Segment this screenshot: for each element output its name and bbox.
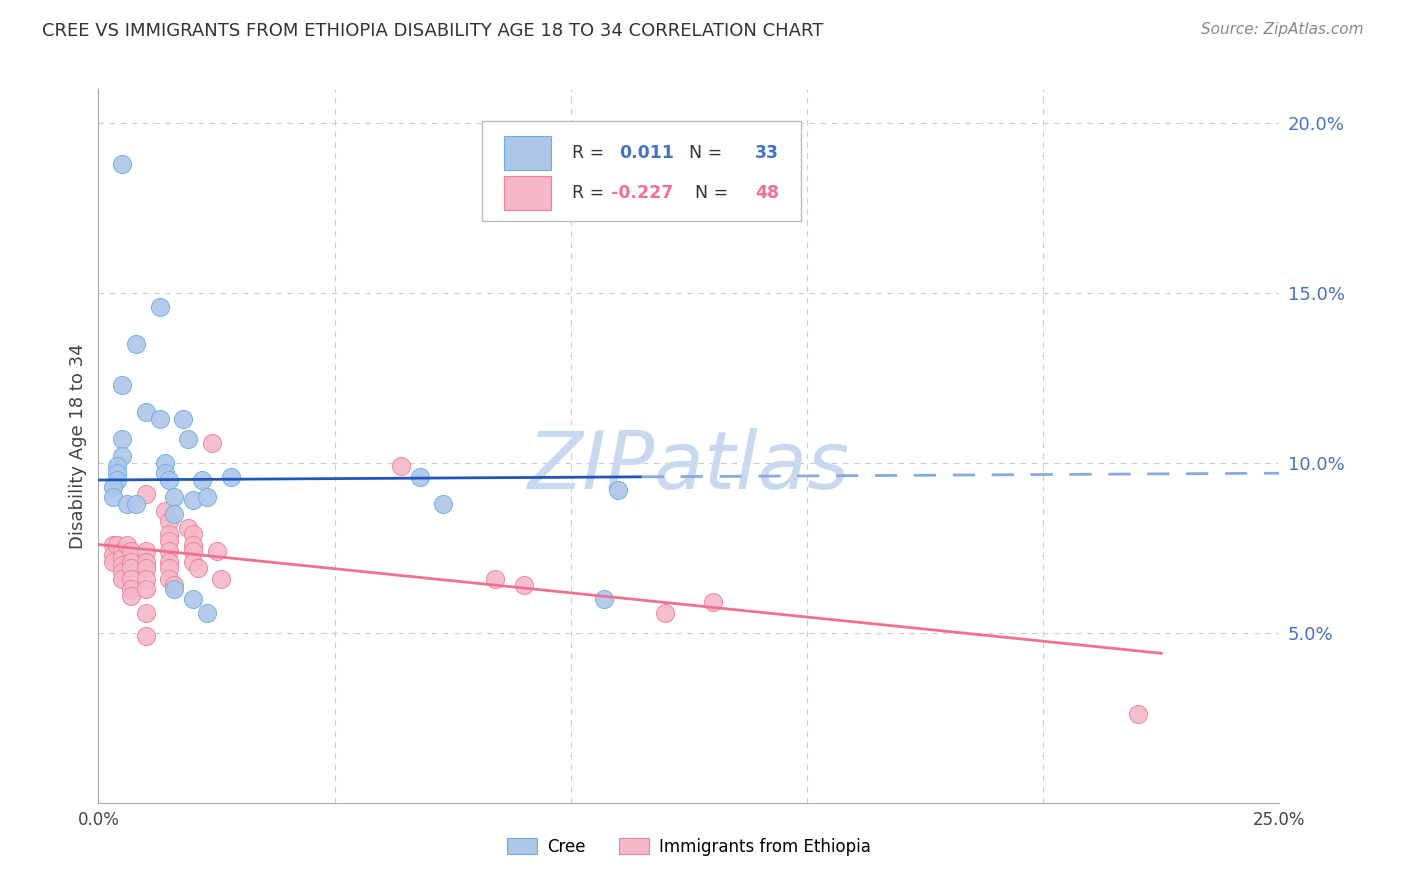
Point	[105, 466, 128, 480]
Text: CREE VS IMMIGRANTS FROM ETHIOPIA DISABILITY AGE 18 TO 34 CORRELATION CHART: CREE VS IMMIGRANTS FROM ETHIOPIA DISABIL…	[42, 22, 824, 40]
Point	[607, 483, 630, 498]
Text: 0.011: 0.011	[619, 144, 675, 161]
Point	[408, 469, 430, 483]
Point	[153, 503, 176, 517]
Point	[111, 432, 134, 446]
Point	[157, 572, 180, 586]
Point	[121, 589, 143, 603]
Point	[484, 572, 506, 586]
Point	[125, 497, 148, 511]
Point	[135, 582, 157, 596]
Point	[135, 486, 157, 500]
Point	[157, 544, 180, 558]
Point	[101, 555, 124, 569]
Text: 48: 48	[755, 184, 779, 202]
Point	[512, 578, 534, 592]
Point	[101, 490, 124, 504]
Point	[153, 466, 176, 480]
Point	[135, 544, 157, 558]
Point	[181, 544, 204, 558]
Point	[105, 537, 128, 551]
Point	[219, 469, 242, 483]
Point	[149, 412, 172, 426]
Point	[205, 544, 228, 558]
Point	[135, 405, 157, 419]
FancyBboxPatch shape	[503, 136, 551, 169]
Point	[135, 629, 157, 643]
Text: -0.227: -0.227	[612, 184, 673, 202]
Point	[181, 555, 204, 569]
Point	[149, 300, 172, 314]
FancyBboxPatch shape	[482, 121, 801, 221]
Text: N =: N =	[685, 184, 734, 202]
Point	[157, 514, 180, 528]
Point	[209, 572, 232, 586]
Text: N =: N =	[678, 144, 728, 161]
Y-axis label: Disability Age 18 to 34: Disability Age 18 to 34	[69, 343, 87, 549]
Point	[125, 337, 148, 351]
Point	[163, 582, 186, 596]
Point	[111, 565, 134, 579]
Point	[111, 157, 134, 171]
Text: ZIPatlas: ZIPatlas	[527, 428, 851, 507]
Point	[111, 558, 134, 572]
Point	[153, 456, 176, 470]
Point	[135, 606, 157, 620]
Point	[172, 412, 194, 426]
Point	[135, 561, 157, 575]
Point	[101, 480, 124, 494]
Point	[121, 572, 143, 586]
Point	[195, 490, 218, 504]
Point	[157, 527, 180, 541]
Point	[101, 537, 124, 551]
Point	[201, 435, 224, 450]
Point	[135, 572, 157, 586]
Point	[135, 555, 157, 569]
Point	[101, 548, 124, 562]
Point	[702, 595, 724, 609]
Point	[157, 534, 180, 549]
Point	[177, 432, 200, 446]
Point	[121, 561, 143, 575]
Point	[157, 561, 180, 575]
Text: Source: ZipAtlas.com: Source: ZipAtlas.com	[1201, 22, 1364, 37]
Text: R =: R =	[572, 184, 610, 202]
Point	[163, 490, 186, 504]
Point	[121, 555, 143, 569]
Point	[121, 582, 143, 596]
Point	[195, 606, 218, 620]
FancyBboxPatch shape	[503, 176, 551, 210]
Legend: Cree, Immigrants from Ethiopia: Cree, Immigrants from Ethiopia	[501, 831, 877, 863]
Point	[157, 473, 180, 487]
Point	[654, 606, 676, 620]
Point	[115, 537, 138, 551]
Point	[432, 497, 454, 511]
Point	[181, 527, 204, 541]
Text: 33: 33	[755, 144, 779, 161]
Point	[1126, 707, 1149, 722]
Point	[593, 591, 616, 606]
Point	[111, 572, 134, 586]
Point	[105, 459, 128, 474]
Point	[163, 507, 186, 521]
Point	[111, 551, 134, 566]
Point	[111, 449, 134, 463]
Point	[111, 377, 134, 392]
Point	[157, 555, 180, 569]
Point	[187, 561, 209, 575]
Point	[181, 591, 204, 606]
Point	[105, 473, 128, 487]
Point	[163, 578, 186, 592]
Point	[177, 520, 200, 534]
Point	[115, 497, 138, 511]
Point	[389, 459, 412, 474]
Point	[121, 544, 143, 558]
Point	[191, 473, 214, 487]
Point	[181, 537, 204, 551]
Point	[181, 493, 204, 508]
Point	[111, 544, 134, 558]
Text: R =: R =	[572, 144, 610, 161]
